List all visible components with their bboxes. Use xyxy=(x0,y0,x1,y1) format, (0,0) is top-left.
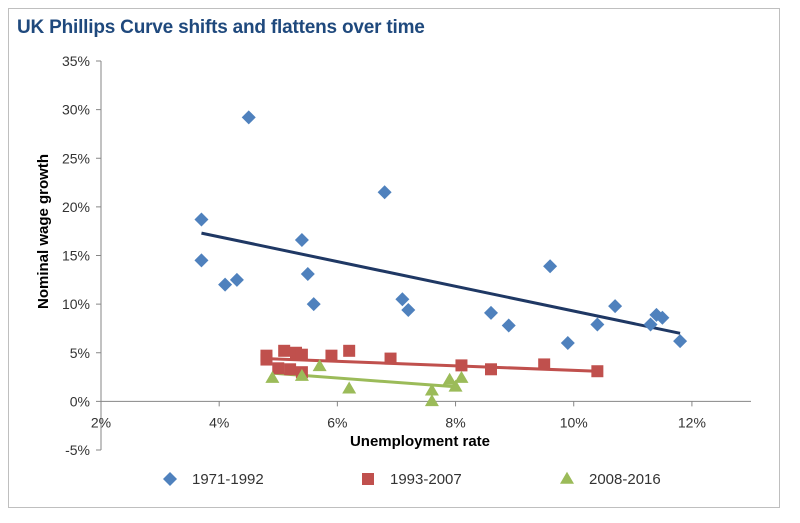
y-tick-label: 10% xyxy=(62,296,90,312)
chart-frame xyxy=(8,8,780,508)
y-tick-label: 35% xyxy=(62,53,90,69)
data-point-1971-1992-2 xyxy=(218,277,233,292)
data-point-1993-2007-4 xyxy=(284,363,297,376)
data-point-1971-1992-14 xyxy=(560,336,575,351)
data-point-1993-2007-13 xyxy=(538,358,551,371)
trendline-1971-1992 xyxy=(201,231,681,335)
data-point-1971-1992-16 xyxy=(608,299,623,314)
data-point-1993-2007-10 xyxy=(384,352,397,365)
chart-title: UK Phillips Curve shifts and flattens ov… xyxy=(17,17,425,38)
data-point-2008-2016-6 xyxy=(442,372,457,385)
x-tick-label: 8% xyxy=(445,414,465,430)
data-point-2008-2016-4 xyxy=(424,383,439,396)
data-point-2008-2016-5 xyxy=(424,394,439,407)
y-tick-label: 30% xyxy=(62,102,90,118)
legend-label-1993-2007: 1993-2007 xyxy=(390,471,462,488)
legend-marker-1971-1992 xyxy=(163,472,177,486)
data-point-1993-2007-12 xyxy=(485,363,497,376)
data-point-1971-1992-7 xyxy=(306,297,321,312)
data-point-1971-1992-20 xyxy=(673,334,688,349)
y-axis-title: Nominal wage growth xyxy=(35,154,52,309)
data-point-1993-2007-1 xyxy=(260,353,273,366)
data-point-1971-1992-8 xyxy=(377,185,392,200)
x-tick-label: 12% xyxy=(678,414,706,430)
data-point-1971-1992-6 xyxy=(300,266,315,281)
data-point-1993-2007-11 xyxy=(455,359,468,372)
legend-label-1971-1992: 1971-1992 xyxy=(192,471,264,488)
y-tick-label: -5% xyxy=(65,442,90,458)
data-point-1971-1992-9 xyxy=(395,292,410,307)
data-point-1971-1992-15 xyxy=(590,317,605,332)
data-point-1971-1992-4 xyxy=(241,110,256,125)
x-tick-label: 10% xyxy=(560,414,588,430)
data-point-1971-1992-19 xyxy=(655,310,670,325)
data-point-1993-2007-6 xyxy=(295,348,308,361)
x-axis-title: Unemployment rate xyxy=(350,433,490,450)
data-point-1971-1992-1 xyxy=(194,253,209,268)
data-point-1993-2007-14 xyxy=(591,365,604,378)
data-point-1993-2007-3 xyxy=(278,344,291,357)
data-point-2008-2016-0 xyxy=(265,370,280,383)
data-point-1971-1992-12 xyxy=(501,318,516,333)
legend-marker-2008-2016 xyxy=(560,471,574,484)
x-tick-label: 6% xyxy=(327,414,347,430)
data-point-1993-2007-9 xyxy=(343,344,356,357)
data-point-2008-2016-2 xyxy=(312,359,327,372)
x-tick-label: 2% xyxy=(91,414,111,430)
data-point-1993-2007-2 xyxy=(272,362,285,375)
data-point-1971-1992-0 xyxy=(194,212,209,227)
data-point-1971-1992-3 xyxy=(229,272,244,287)
y-tick-label: 20% xyxy=(62,199,90,215)
y-tick-label: 5% xyxy=(70,345,90,361)
y-tick-label: 15% xyxy=(62,248,90,264)
data-point-1971-1992-5 xyxy=(294,232,309,247)
data-point-1971-1992-10 xyxy=(401,302,416,317)
legend-marker-1993-2007 xyxy=(362,473,374,485)
y-tick-label: 25% xyxy=(62,150,90,166)
data-point-1971-1992-11 xyxy=(484,305,498,320)
data-point-2008-2016-7 xyxy=(448,379,463,392)
y-tick-label: 0% xyxy=(70,393,90,409)
data-point-2008-2016-8 xyxy=(454,370,469,383)
data-point-2008-2016-1 xyxy=(294,368,309,381)
data-point-2008-2016-3 xyxy=(342,381,357,394)
data-point-1993-2007-8 xyxy=(325,349,338,362)
legend-label-2008-2016: 2008-2016 xyxy=(589,471,661,488)
x-tick-label: 4% xyxy=(209,414,229,430)
data-point-1971-1992-13 xyxy=(543,259,558,274)
data-point-1971-1992-17 xyxy=(643,317,658,332)
